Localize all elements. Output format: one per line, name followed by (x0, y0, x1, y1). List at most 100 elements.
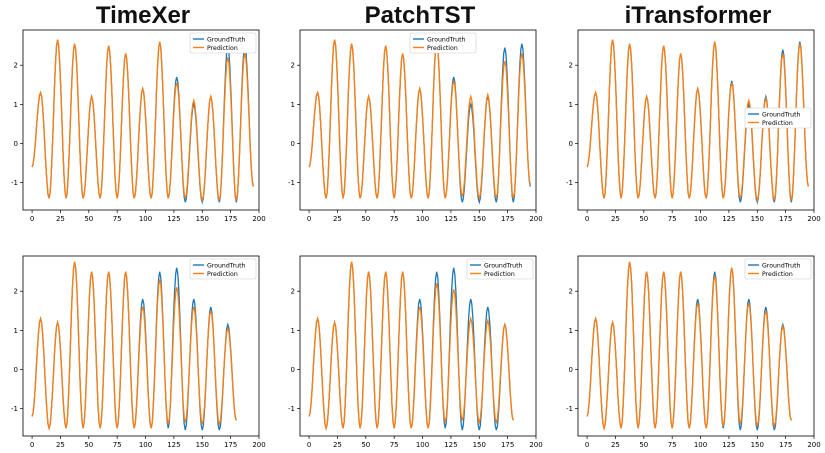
x-tick-label: 175 (501, 441, 514, 449)
x-tick-label: 25 (333, 441, 342, 449)
y-tick-label: 0 (569, 366, 573, 374)
legend: GroundTruth Prediction (409, 32, 477, 54)
y-tick-label: 0 (14, 140, 18, 148)
x-tick-label: 50 (84, 215, 93, 223)
axes-frame (577, 255, 815, 437)
legend-label-groundtruth: GroundTruth (484, 262, 523, 269)
x-tick-label: 25 (56, 441, 65, 449)
y-tick-label: 1 (569, 327, 573, 335)
series-line-groundtruth (308, 39, 531, 205)
legend-box (409, 32, 477, 54)
y-tick-label: -1 (566, 179, 573, 187)
axes-frame (22, 255, 260, 437)
x-tick-label: 75 (113, 441, 122, 449)
y-tick-label: -1 (288, 405, 295, 413)
y-tick-label: 1 (291, 101, 295, 109)
x-tick-label: 200 (807, 441, 820, 449)
axes-frame (577, 29, 815, 211)
x-tick-label: 75 (668, 441, 677, 449)
x-tick-label: 200 (807, 215, 820, 223)
title-patchtst: PatchTST (364, 2, 476, 29)
x-tick-label: 175 (224, 441, 237, 449)
chart-itransformer-row1: 0 25 50 75 100 125 150 175 200 -1 0 1 2 GroundTruth Pr… (566, 29, 821, 223)
x-tick-label: 50 (361, 441, 370, 449)
series-line-groundtruth (308, 261, 514, 431)
legend: GroundTruth Prediction (744, 107, 812, 129)
axes-frame (22, 29, 260, 211)
x-tick-label: 75 (390, 441, 399, 449)
y-tick-label: 2 (569, 288, 573, 296)
title-timexer: TimeXer (95, 2, 191, 29)
y-tick-label: 2 (291, 62, 295, 70)
legend-label-prediction: Prediction (207, 45, 238, 52)
x-tick-label: 50 (84, 441, 93, 449)
y-tick-label: 1 (291, 327, 295, 335)
y-tick-label: -1 (11, 405, 18, 413)
x-tick-label: 75 (113, 215, 122, 223)
x-tick-label: 100 (416, 441, 429, 449)
x-tick-label: 125 (167, 441, 180, 449)
y-tick-label: -1 (11, 179, 18, 187)
y-tick-label: -1 (566, 405, 573, 413)
x-tick-label: 150 (751, 215, 764, 223)
x-tick-label: 125 (444, 441, 457, 449)
x-tick-label: 150 (196, 215, 209, 223)
x-tick-label: 200 (252, 441, 265, 449)
x-tick-label: 25 (611, 215, 620, 223)
legend-label-groundtruth: GroundTruth (207, 36, 246, 43)
series-line-prediction (31, 39, 254, 203)
y-tick-label: 1 (14, 101, 18, 109)
x-tick-label: 175 (779, 441, 792, 449)
x-tick-label: 100 (416, 215, 429, 223)
x-tick-label: 175 (224, 215, 237, 223)
chart-itransformer-row2: 0 25 50 75 100 125 150 175 200 -1 0 1 2 GroundTruth Pr… (566, 255, 821, 449)
x-tick-label: 0 (307, 441, 311, 449)
x-tick-label: 75 (668, 215, 677, 223)
legend-label-prediction: Prediction (762, 120, 793, 127)
y-tick-label: 2 (14, 288, 18, 296)
series-line-groundtruth (31, 261, 237, 431)
series-line-prediction (308, 261, 514, 431)
x-tick-label: 0 (30, 215, 34, 223)
chart-timexer-row2: 0 25 50 75 100 125 150 175 200 -1 0 1 2 GroundTruth Pr… (11, 255, 266, 449)
legend: GroundTruth Prediction (189, 32, 257, 54)
y-tick-label: -1 (288, 179, 295, 187)
legend: GroundTruth Prediction (189, 258, 257, 280)
x-tick-label: 25 (611, 441, 620, 449)
x-tick-label: 100 (694, 215, 707, 223)
x-tick-label: 150 (473, 441, 486, 449)
y-tick-label: 2 (569, 62, 573, 70)
series-line-groundtruth (31, 39, 254, 205)
legend: GroundTruth Prediction (744, 258, 812, 280)
x-tick-label: 50 (361, 215, 370, 223)
series-line-prediction (308, 39, 531, 201)
x-tick-label: 150 (196, 441, 209, 449)
x-tick-label: 50 (639, 441, 648, 449)
x-tick-label: 0 (585, 215, 589, 223)
x-tick-label: 125 (444, 215, 457, 223)
legend-label-prediction: Prediction (762, 271, 793, 278)
x-tick-label: 200 (529, 441, 542, 449)
legend-label-groundtruth: GroundTruth (427, 36, 466, 43)
title-itransformer: iTransformer (624, 2, 772, 29)
y-tick-label: 2 (14, 62, 18, 70)
x-tick-label: 125 (167, 215, 180, 223)
series-line-groundtruth (586, 261, 792, 431)
y-tick-label: 0 (569, 140, 573, 148)
legend-label-prediction: Prediction (427, 45, 458, 52)
series-line-prediction (586, 39, 809, 203)
x-tick-label: 0 (30, 441, 34, 449)
y-tick-label: 0 (291, 366, 295, 374)
series-line-prediction (31, 261, 237, 431)
x-tick-label: 25 (333, 215, 342, 223)
legend-label-groundtruth: GroundTruth (762, 111, 801, 118)
x-tick-label: 50 (639, 215, 648, 223)
x-tick-label: 175 (501, 215, 514, 223)
series-line-prediction (586, 261, 792, 431)
legend-label-groundtruth: GroundTruth (762, 262, 801, 269)
x-tick-label: 100 (139, 441, 152, 449)
axes-frame (299, 255, 537, 437)
legend-box (744, 258, 812, 280)
x-tick-label: 125 (722, 215, 735, 223)
x-tick-label: 200 (252, 215, 265, 223)
